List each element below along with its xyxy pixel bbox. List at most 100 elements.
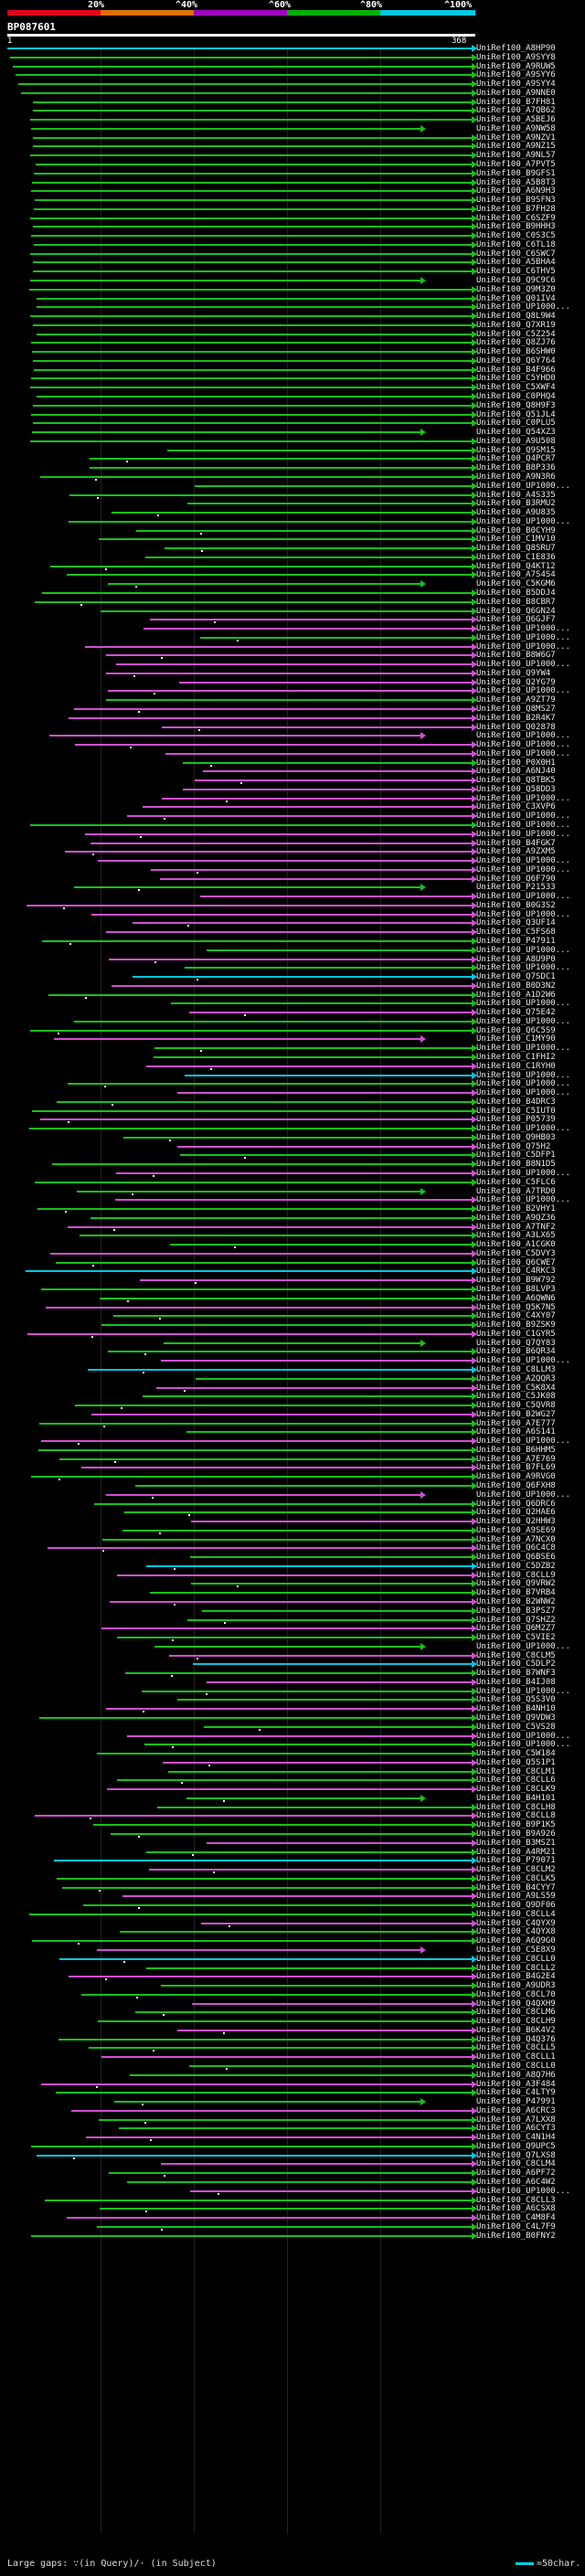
hit-label[interactable]: UniRef100_A9SYY8	[476, 52, 556, 62]
hit-label[interactable]: UniRef100_A6CRC3	[476, 2105, 556, 2115]
hit-label[interactable]: UniRef100_C5QVR8	[476, 1401, 556, 1411]
hit-label[interactable]: UniRef100_UP1000...	[476, 1356, 570, 1366]
hit-label[interactable]: UniRef100_C5FS68	[476, 928, 556, 938]
hit-bar[interactable]	[119, 1931, 472, 1934]
hit-label[interactable]: UniRef100_Q2HAE6	[476, 1508, 556, 1518]
hit-label[interactable]: UniRef100_A6PF72	[476, 2168, 556, 2178]
hit-bar[interactable]	[125, 1672, 472, 1675]
hit-bar[interactable]	[40, 1440, 472, 1443]
hit-label[interactable]: UniRef100_Q7XR19	[476, 320, 556, 330]
hit-bar[interactable]	[178, 681, 472, 684]
hit-bar[interactable]	[196, 1377, 472, 1380]
hit-label[interactable]: UniRef100_Q2YG79	[476, 677, 556, 687]
hit-label[interactable]: UniRef100_A7QB62	[476, 106, 556, 116]
hit-label[interactable]: UniRef100_A5BHA4	[476, 258, 556, 268]
hit-bar[interactable]	[32, 136, 472, 139]
hit-label[interactable]: UniRef100_B3PSZ7	[476, 1606, 556, 1616]
hit-label[interactable]: UniRef100_C5VIE2	[476, 1633, 556, 1643]
hit-bar[interactable]	[68, 1225, 472, 1228]
hit-bar[interactable]	[200, 636, 472, 639]
hit-label[interactable]: UniRef100_Q01IV4	[476, 293, 556, 303]
hit-bar[interactable]	[149, 1869, 472, 1871]
hit-bar[interactable]	[151, 868, 472, 871]
hit-label[interactable]: UniRef100_C5W184	[476, 1749, 556, 1759]
hit-bar[interactable]	[31, 190, 472, 193]
hit-bar[interactable]	[186, 1431, 472, 1434]
hit-bar[interactable]	[30, 440, 472, 442]
hit-label[interactable]: UniRef100_B9P1K5	[476, 1820, 556, 1830]
hit-bar[interactable]	[202, 770, 472, 773]
hit-label[interactable]: UniRef100_A9SYY4	[476, 80, 556, 90]
hit-label[interactable]: UniRef100_Q6FXH8	[476, 1480, 556, 1490]
hit-label[interactable]: UniRef100_B0CYH9	[476, 525, 556, 535]
hit-label[interactable]: UniRef100_C5IUT0	[476, 1106, 556, 1116]
hit-bar[interactable]	[55, 1261, 472, 1264]
hit-bar[interactable]	[44, 2199, 472, 2201]
hit-bar[interactable]	[30, 127, 420, 130]
hit-bar[interactable]	[34, 243, 472, 246]
hit-bar[interactable]	[30, 387, 472, 389]
hit-label[interactable]: UniRef100_C5VS28	[476, 1722, 556, 1732]
hit-bar[interactable]	[109, 2172, 472, 2175]
hit-label[interactable]: UniRef100_C8CLL1	[476, 2052, 556, 2062]
hit-label[interactable]: UniRef100_B8N1D5	[476, 1160, 556, 1170]
hit-label[interactable]: UniRef100_B0G3S2	[476, 900, 556, 910]
hit-bar[interactable]	[53, 1038, 420, 1041]
hit-bar[interactable]	[29, 154, 472, 157]
hit-label[interactable]: UniRef100_C8CLL3	[476, 2195, 556, 2205]
hit-label[interactable]: UniRef100_C5DLP2	[476, 1659, 556, 1670]
hit-bar[interactable]	[30, 413, 472, 416]
hit-label[interactable]: UniRef100_UP1000...	[476, 945, 570, 955]
hit-bar[interactable]	[58, 1957, 472, 1960]
hit-bar[interactable]	[101, 1627, 472, 1630]
hit-bar[interactable]	[56, 1877, 472, 1880]
hit-bar[interactable]	[31, 377, 472, 380]
hit-bar[interactable]	[160, 877, 472, 880]
hit-bar[interactable]	[97, 1753, 472, 1755]
hit-bar[interactable]	[82, 1904, 472, 1907]
hit-bar[interactable]	[73, 1020, 472, 1023]
hit-bar[interactable]	[39, 1716, 472, 1719]
hit-bar[interactable]	[74, 1405, 472, 1407]
hit-bar[interactable]	[207, 949, 472, 951]
hit-bar[interactable]	[164, 1341, 420, 1344]
hit-bar[interactable]	[33, 145, 472, 148]
hit-bar[interactable]	[32, 1109, 472, 1112]
hit-label[interactable]: UniRef100_A9RUW5	[476, 61, 556, 71]
hit-bar[interactable]	[33, 359, 472, 362]
hit-bar[interactable]	[164, 547, 472, 550]
hit-bar[interactable]	[101, 1324, 472, 1327]
hit-label[interactable]: UniRef100_Q8H9F3	[476, 400, 556, 410]
hit-label[interactable]: UniRef100_A7LXX8	[476, 2115, 556, 2125]
hit-bar[interactable]	[116, 1574, 472, 1576]
hit-bar[interactable]	[161, 726, 472, 728]
hit-label[interactable]: UniRef100_P47911	[476, 937, 556, 946]
hit-bar[interactable]	[163, 1761, 472, 1764]
hit-label[interactable]: UniRef100_C5YHD0	[476, 374, 556, 384]
hit-bar[interactable]	[32, 351, 472, 354]
hit-bar[interactable]	[69, 520, 472, 523]
hit-bar[interactable]	[36, 164, 472, 165]
hit-bar[interactable]	[37, 1448, 472, 1451]
hit-label[interactable]: UniRef100_C8LLM3	[476, 1364, 556, 1374]
hit-label[interactable]: UniRef100_B8P336	[476, 463, 556, 473]
hit-label[interactable]: UniRef100_B4G2E4	[476, 1972, 556, 1982]
hit-bar[interactable]	[53, 1860, 472, 1862]
hit-bar[interactable]	[112, 512, 472, 514]
hit-label[interactable]: UniRef100_Q9YW4	[476, 668, 551, 678]
hit-label[interactable]: UniRef100_Q5K7N5	[476, 1302, 556, 1312]
hit-bar[interactable]	[31, 431, 420, 434]
hit-label[interactable]: UniRef100_B9GFS1	[476, 168, 556, 178]
hit-bar[interactable]	[69, 493, 472, 496]
hit-label[interactable]: UniRef100_B3MSZ1	[476, 1838, 556, 1848]
hit-bar[interactable]	[187, 1618, 472, 1621]
hit-label[interactable]: UniRef100_Q54XZ3	[476, 428, 556, 438]
hit-label[interactable]: UniRef100_A6CSX8	[476, 2204, 556, 2214]
hit-label[interactable]: UniRef100_B7WNF3	[476, 1669, 556, 1679]
hit-bar[interactable]	[123, 1136, 472, 1139]
hit-label[interactable]: UniRef100_C8CLL6	[476, 1776, 556, 1786]
hit-label[interactable]: UniRef100_UP1000...	[476, 481, 570, 491]
hit-label[interactable]: UniRef100_C5XWF4	[476, 383, 556, 393]
hit-bar[interactable]	[192, 1663, 472, 1666]
hit-label[interactable]: UniRef100_UP1000...	[476, 660, 570, 670]
